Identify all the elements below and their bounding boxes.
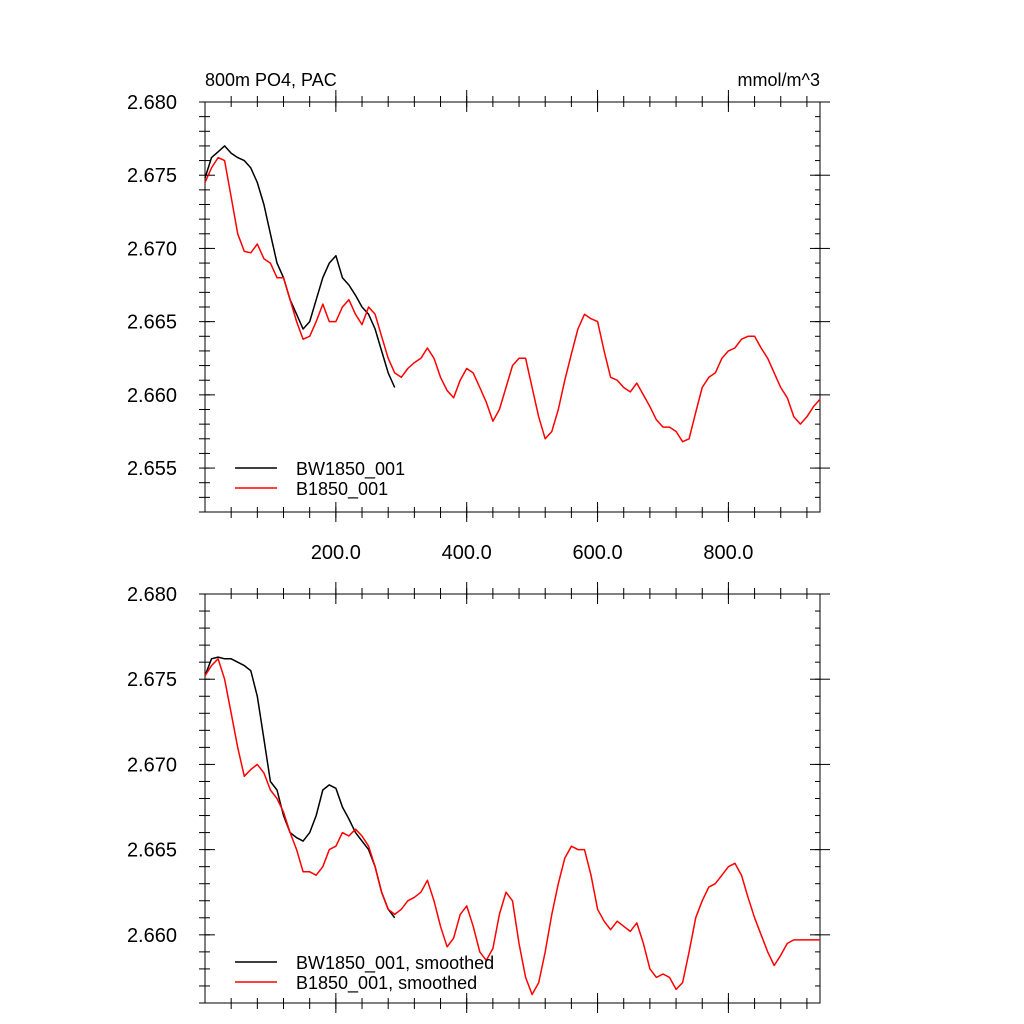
- y-tick-label: 2.680: [127, 584, 177, 606]
- series-line-0: [204, 656, 396, 919]
- y-tick-label: 2.660: [127, 925, 177, 947]
- legend-label: BW1850_001: [296, 459, 405, 480]
- x-tick-label: 600.0: [573, 542, 623, 564]
- y-tick-label: 2.665: [127, 840, 177, 862]
- top-plot: 2.655 2.660 2.665 2.670 2.675 2.680 200.0 400.0…: [127, 90, 830, 564]
- x-tick-label: 400.0: [442, 542, 492, 564]
- x-tick-label: 800.0: [703, 542, 753, 564]
- legend-label: B1850_001: [296, 479, 388, 500]
- y-tick-label: 2.675: [127, 669, 177, 691]
- series-line-1: [204, 156, 821, 443]
- y-tick-label: 2.655: [127, 458, 177, 480]
- y-tick-label: 2.670: [127, 754, 177, 776]
- x-tick-label: 200.0: [311, 542, 361, 564]
- y-tick-label: 2.670: [127, 238, 177, 260]
- y-tick-label: 2.675: [127, 165, 177, 187]
- y-tick-label: 2.660: [127, 385, 177, 407]
- legend-label: B1850_001, smoothed: [296, 973, 477, 994]
- series-line-0: [204, 145, 396, 388]
- legend-label: BW1850_001, smoothed: [296, 953, 494, 974]
- y-tick-label: 2.680: [127, 92, 177, 114]
- bottom-plot: 2.660 2.665 2.670 2.675 2.680 BW1850_001, smo…: [127, 582, 830, 1013]
- y-tick-label: 2.665: [127, 312, 177, 334]
- chart-title: 800m PO4, PAC: [205, 70, 337, 90]
- series-line-1: [204, 658, 820, 996]
- units-label: mmol/m^3: [738, 70, 820, 90]
